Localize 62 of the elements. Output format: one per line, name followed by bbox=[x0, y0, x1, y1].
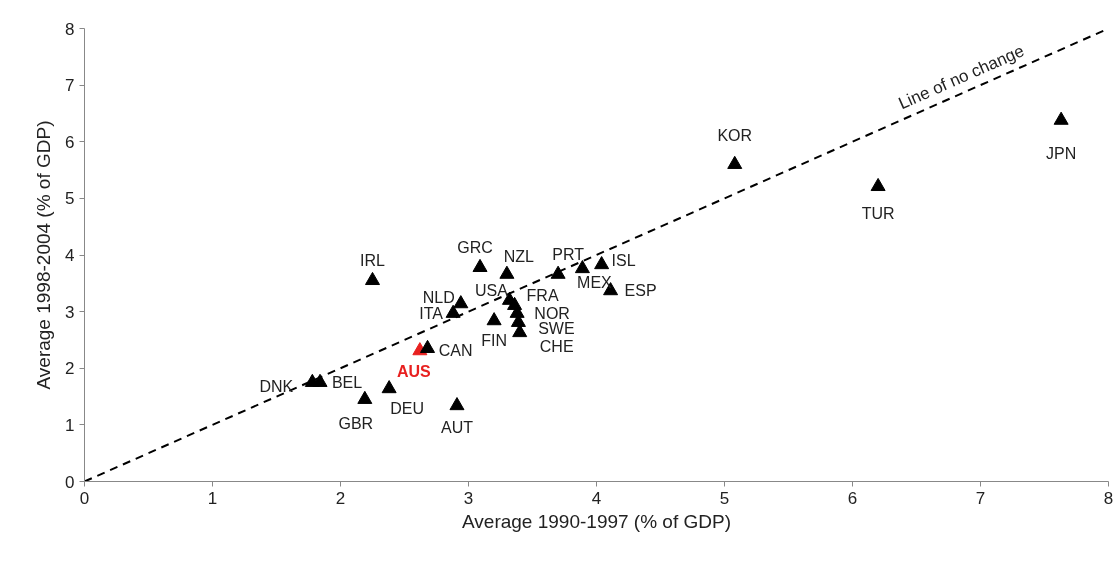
x-tick-label: 0 bbox=[79, 488, 90, 508]
point bbox=[449, 397, 465, 411]
y-tick-label: 0 bbox=[65, 472, 75, 492]
annotation: ITA bbox=[419, 304, 444, 322]
point bbox=[550, 265, 566, 279]
annotation: NZL bbox=[503, 247, 535, 265]
point bbox=[445, 304, 461, 318]
x-tick-label: 7 bbox=[975, 488, 986, 508]
x-tick-label: 8 bbox=[1103, 488, 1114, 508]
annotation: DNK bbox=[259, 377, 294, 395]
point bbox=[357, 390, 373, 404]
annotation: IRL bbox=[360, 251, 386, 269]
x-tick-label: 1 bbox=[207, 488, 218, 508]
annotation: AUT bbox=[440, 419, 474, 437]
y-tick-label: 6 bbox=[65, 132, 75, 152]
point bbox=[870, 177, 886, 192]
x-axis-title: Average 1990-1997 (% of GDP) bbox=[462, 510, 731, 532]
annotation: USA bbox=[475, 281, 509, 299]
annotation: NOR bbox=[534, 304, 570, 322]
annotation: NLD bbox=[422, 289, 455, 307]
y-tick-label: 5 bbox=[65, 189, 75, 209]
point bbox=[472, 258, 488, 272]
x-tick-label: 4 bbox=[591, 488, 602, 508]
point bbox=[312, 373, 328, 387]
annotation: CHE bbox=[539, 338, 574, 356]
x-tick-label: 5 bbox=[719, 488, 730, 508]
annotation: MEX bbox=[577, 274, 613, 292]
x-tick-label: 3 bbox=[463, 488, 474, 508]
annotation: FRA bbox=[526, 286, 559, 304]
y-tick-label: 4 bbox=[65, 246, 75, 265]
point bbox=[499, 265, 515, 279]
annotation: FIN bbox=[481, 332, 507, 350]
annotation: PRT bbox=[552, 245, 585, 263]
point bbox=[574, 260, 590, 274]
point bbox=[1053, 111, 1069, 125]
annotation: DEU bbox=[390, 400, 425, 418]
annotation: GRC bbox=[457, 238, 493, 256]
x-tick-label: 6 bbox=[847, 488, 858, 508]
annotation: SWE bbox=[538, 319, 575, 337]
point bbox=[727, 155, 743, 169]
annotation: CAN bbox=[438, 341, 473, 359]
annotation: ESP bbox=[624, 282, 657, 300]
point bbox=[486, 312, 502, 326]
y-tick-label: 7 bbox=[65, 76, 75, 96]
x-tick-label: 2 bbox=[335, 488, 346, 508]
annotation: TUR bbox=[861, 204, 895, 222]
annotation: JPN bbox=[1046, 144, 1077, 162]
y-tick-label: 3 bbox=[65, 302, 75, 322]
y-tick-label: 2 bbox=[65, 359, 75, 379]
y-axis-title: Average 1998-2004 (% of GDP) bbox=[33, 120, 55, 390]
point bbox=[453, 295, 469, 309]
y-tick-label: 8 bbox=[65, 19, 75, 39]
annotation: KOR bbox=[717, 126, 753, 144]
point bbox=[365, 271, 380, 286]
y-tick-label: 1 bbox=[65, 415, 75, 435]
annotation: ISL bbox=[611, 252, 636, 270]
point bbox=[594, 256, 610, 270]
annotation: AUS bbox=[396, 363, 432, 381]
annotation: GBR bbox=[338, 414, 374, 432]
point bbox=[420, 339, 436, 353]
annotation: BEL bbox=[331, 373, 363, 391]
point bbox=[381, 380, 397, 394]
